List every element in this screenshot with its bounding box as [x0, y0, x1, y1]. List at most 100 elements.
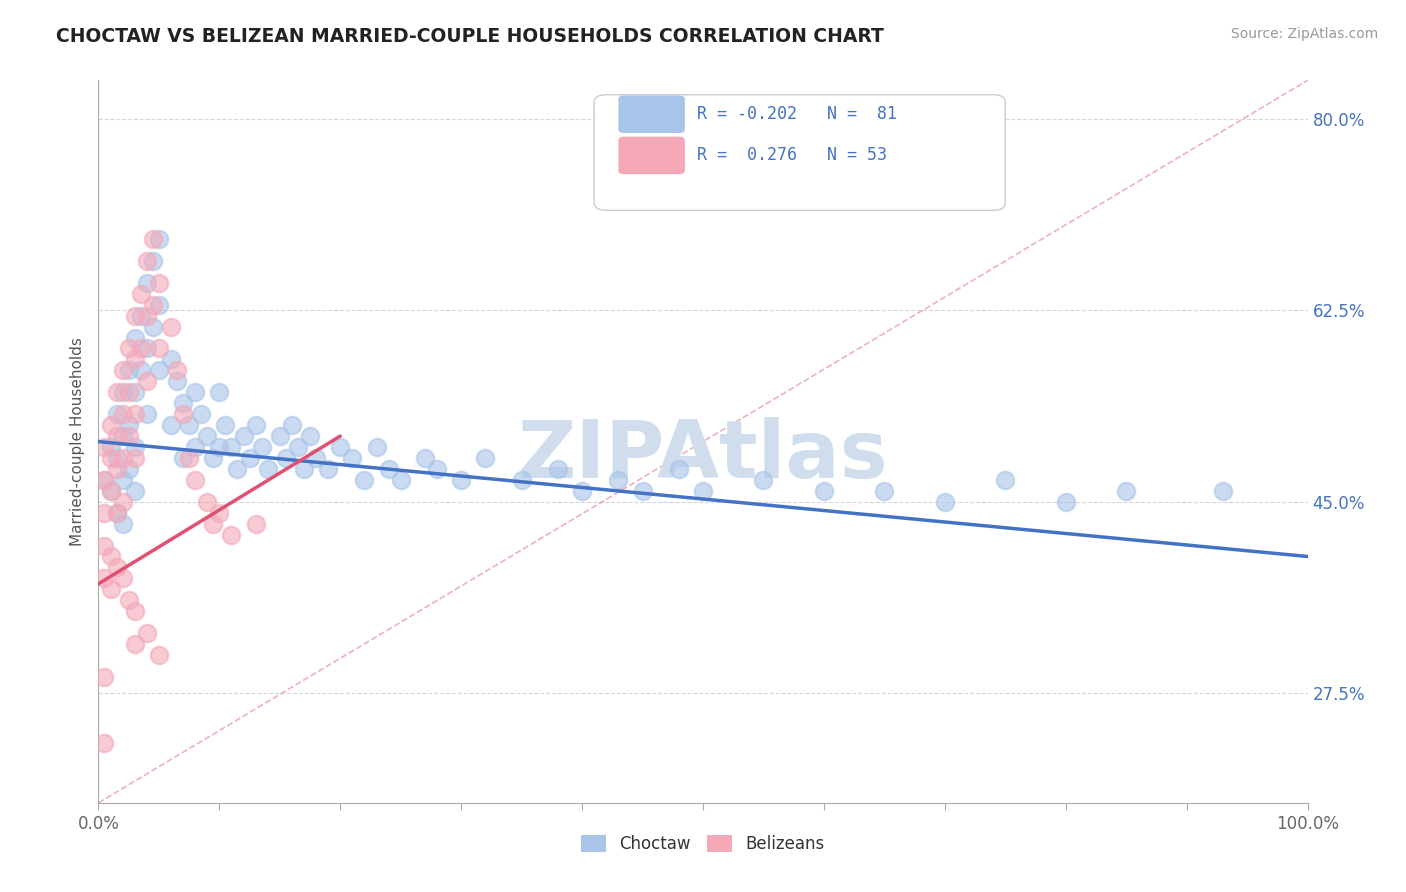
- Point: [256, 462, 278, 476]
- FancyBboxPatch shape: [595, 95, 1005, 211]
- Point: [105, 506, 128, 520]
- Point: [160, 352, 183, 367]
- Point: [124, 385, 146, 400]
- Point: [245, 418, 267, 433]
- Point: [148, 276, 170, 290]
- Point: [124, 352, 146, 367]
- Point: [135, 407, 157, 421]
- Point: [316, 462, 339, 476]
- Point: [105, 462, 128, 476]
- Point: [184, 385, 207, 400]
- Point: [105, 560, 128, 574]
- Point: [389, 473, 412, 487]
- Point: [239, 450, 262, 465]
- Point: [93, 506, 115, 520]
- Point: [100, 582, 122, 597]
- Point: [274, 450, 297, 465]
- Point: [105, 385, 128, 400]
- Legend: Choctaw, Belizeans: Choctaw, Belizeans: [574, 828, 832, 860]
- Point: [124, 637, 146, 651]
- Point: [148, 648, 170, 662]
- Point: [135, 253, 157, 268]
- Text: Source: ZipAtlas.com: Source: ZipAtlas.com: [1230, 27, 1378, 41]
- Point: [118, 429, 141, 443]
- Text: CHOCTAW VS BELIZEAN MARRIED-COUPLE HOUSEHOLDS CORRELATION CHART: CHOCTAW VS BELIZEAN MARRIED-COUPLE HOUSE…: [56, 27, 884, 45]
- Point: [426, 462, 449, 476]
- Point: [93, 571, 115, 585]
- Point: [118, 385, 141, 400]
- Point: [124, 450, 146, 465]
- Point: [129, 309, 152, 323]
- Point: [190, 407, 212, 421]
- Point: [208, 440, 231, 454]
- Point: [752, 473, 775, 487]
- Point: [202, 450, 225, 465]
- Point: [547, 462, 569, 476]
- Point: [111, 516, 134, 531]
- Point: [111, 450, 134, 465]
- Point: [148, 232, 170, 246]
- Point: [142, 253, 165, 268]
- Point: [195, 429, 218, 443]
- Point: [342, 450, 364, 465]
- Point: [184, 440, 207, 454]
- Point: [93, 735, 115, 749]
- Point: [100, 440, 122, 454]
- Point: [135, 626, 157, 640]
- Point: [93, 539, 115, 553]
- Point: [214, 418, 236, 433]
- Text: ZIPAtlas: ZIPAtlas: [517, 417, 889, 495]
- FancyBboxPatch shape: [619, 136, 685, 174]
- Point: [1212, 483, 1234, 498]
- Point: [245, 516, 267, 531]
- Point: [1115, 483, 1137, 498]
- Point: [172, 396, 194, 410]
- Point: [148, 363, 170, 377]
- Point: [353, 473, 375, 487]
- Point: [510, 473, 533, 487]
- Point: [142, 298, 165, 312]
- Point: [202, 516, 225, 531]
- Point: [93, 473, 115, 487]
- Point: [100, 483, 122, 498]
- Point: [129, 363, 152, 377]
- Point: [100, 450, 122, 465]
- Point: [100, 549, 122, 564]
- Point: [1054, 494, 1077, 508]
- Point: [93, 670, 115, 684]
- Point: [232, 429, 254, 443]
- Point: [377, 462, 399, 476]
- Point: [873, 483, 896, 498]
- Text: R =  0.276   N = 53: R = 0.276 N = 53: [697, 146, 887, 164]
- Point: [172, 450, 194, 465]
- Point: [118, 593, 141, 607]
- Point: [135, 374, 157, 388]
- Point: [118, 342, 141, 356]
- Point: [160, 319, 183, 334]
- Point: [195, 494, 218, 508]
- Point: [142, 232, 165, 246]
- Point: [129, 286, 152, 301]
- Point: [450, 473, 472, 487]
- Point: [166, 363, 188, 377]
- Point: [129, 342, 152, 356]
- Point: [292, 462, 315, 476]
- Point: [208, 506, 231, 520]
- Point: [124, 407, 146, 421]
- Point: [221, 440, 243, 454]
- Point: [124, 330, 146, 344]
- Text: R = -0.202   N =  81: R = -0.202 N = 81: [697, 105, 897, 123]
- Point: [118, 363, 141, 377]
- Point: [160, 418, 183, 433]
- Point: [111, 494, 134, 508]
- Point: [105, 407, 128, 421]
- Point: [105, 429, 128, 443]
- Point: [111, 429, 134, 443]
- Point: [142, 319, 165, 334]
- Point: [135, 309, 157, 323]
- Point: [934, 494, 956, 508]
- Point: [124, 604, 146, 618]
- Point: [118, 418, 141, 433]
- Point: [571, 483, 593, 498]
- Point: [179, 418, 201, 433]
